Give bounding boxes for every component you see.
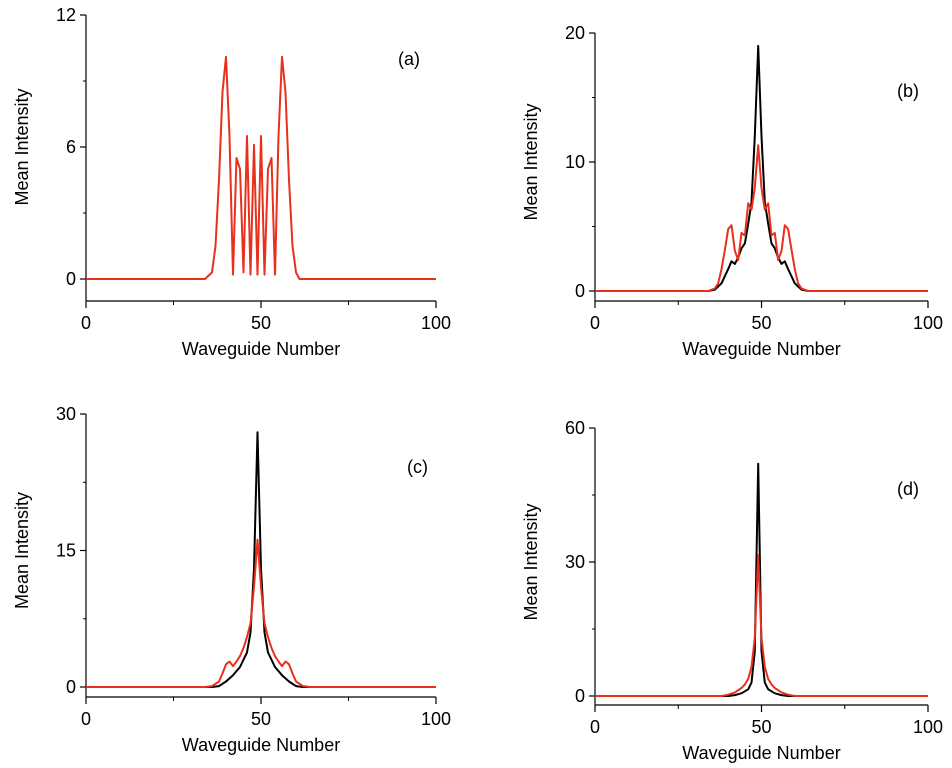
series-line [595, 144, 928, 292]
x-axis-title: Waveguide Number [182, 339, 340, 359]
x-tick-label: 100 [913, 313, 943, 333]
y-tick-label: 30 [565, 552, 585, 572]
x-axis-title: Waveguide Number [182, 735, 340, 755]
x-tick-label: 50 [251, 313, 271, 333]
chart-panel: 0 10 20 0 50 100 Waveguide Number Mean Intensit… [521, 23, 943, 359]
y-tick-label: 10 [565, 152, 585, 172]
x-tick-label: 50 [751, 313, 771, 333]
y-axis-title: Mean Intensity [12, 492, 32, 609]
y-tick-label: 0 [575, 281, 585, 301]
y-axis-title: Mean Intensity [12, 88, 32, 205]
x-axis-title: Waveguide Number [682, 743, 840, 763]
y-tick-label: 15 [56, 541, 76, 561]
x-tick-label: 100 [421, 709, 451, 729]
chart-panel: 0 6 12 0 50 100 Waveguide Number Mean Intensity… [12, 5, 451, 359]
y-tick-label: 30 [56, 404, 76, 424]
y-tick-label: 12 [56, 5, 76, 25]
chart-panel: 0 30 60 0 50 100 Waveguide Number Mean Intensit… [521, 418, 943, 763]
x-tick-label: 100 [421, 313, 451, 333]
chart-panel: 0 15 30 0 50 100 Waveguide Number Mean Intensit… [12, 404, 451, 755]
y-tick-label: 6 [66, 137, 76, 157]
series-line [595, 462, 928, 697]
x-tick-label: 0 [81, 313, 91, 333]
series-line [86, 538, 436, 688]
x-axis-title: Waveguide Number [682, 339, 840, 359]
series-line [595, 554, 928, 697]
x-tick-label: 50 [251, 709, 271, 729]
series-line [595, 44, 928, 292]
panel-label: (c) [407, 457, 428, 477]
x-tick-label: 100 [913, 717, 943, 737]
y-tick-label: 20 [565, 23, 585, 43]
x-tick-label: 50 [751, 717, 771, 737]
series-line [86, 431, 436, 688]
panel-label: (d) [897, 479, 919, 499]
x-tick-label: 0 [81, 709, 91, 729]
y-axis-title: Mean Intensity [521, 103, 541, 220]
y-tick-label: 0 [66, 269, 76, 289]
y-tick-label: 0 [575, 686, 585, 706]
y-tick-label: 0 [66, 677, 76, 697]
x-tick-label: 0 [590, 313, 600, 333]
panel-label: (a) [398, 49, 420, 69]
y-axis-title: Mean Intensity [521, 503, 541, 620]
y-tick-label: 60 [565, 418, 585, 438]
panel-label: (b) [897, 81, 919, 101]
x-tick-label: 0 [590, 717, 600, 737]
series-line [86, 55, 436, 280]
